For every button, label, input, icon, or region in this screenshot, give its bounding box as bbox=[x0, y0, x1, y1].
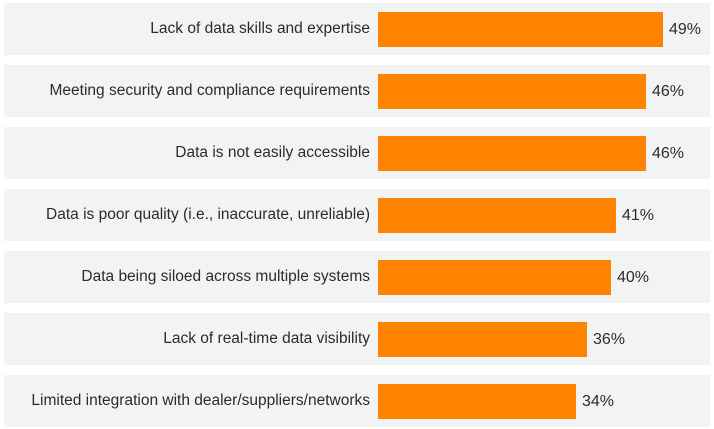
bar bbox=[378, 384, 576, 419]
value-label: 46% bbox=[652, 145, 685, 162]
bar bbox=[378, 198, 616, 233]
category-label: Lack of data skills and expertise bbox=[150, 20, 370, 37]
bar bbox=[378, 74, 646, 109]
row-background bbox=[4, 375, 710, 427]
category-label: Data is not easily accessible bbox=[175, 144, 370, 161]
value-label: 49% bbox=[669, 21, 702, 38]
value-label: 34% bbox=[582, 393, 615, 410]
value-label: 41% bbox=[622, 207, 655, 224]
category-label: Data being siloed across multiple system… bbox=[81, 268, 370, 285]
bar bbox=[378, 322, 587, 357]
bar bbox=[378, 136, 646, 171]
value-label: 46% bbox=[652, 83, 685, 100]
bar bbox=[378, 260, 611, 295]
value-label: 40% bbox=[617, 269, 650, 286]
bar bbox=[378, 12, 663, 47]
row-background bbox=[4, 313, 710, 365]
category-label: Data is poor quality (i.e., inaccurate, … bbox=[46, 206, 370, 223]
category-label: Limited integration with dealer/supplier… bbox=[31, 392, 370, 409]
category-label: Meeting security and compliance requirem… bbox=[49, 82, 371, 99]
value-label: 36% bbox=[593, 331, 626, 348]
category-label: Lack of real-time data visibility bbox=[163, 330, 370, 347]
